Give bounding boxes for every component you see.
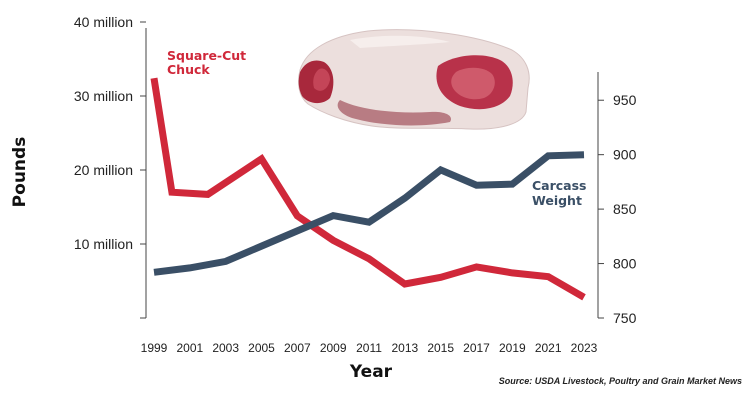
left-tick-label: 30 million [74,88,133,104]
series-label-carcass-weight: Carcass Weight [532,178,587,208]
x-tick-label: 2007 [284,341,311,355]
right-tick-label: 800 [613,256,637,272]
right-tick-label: 750 [613,310,637,326]
x-tick-label: 2023 [571,341,598,355]
x-tick-label: 2011 [356,341,382,355]
x-tick-label: 2009 [320,341,347,355]
right-tick-label: 850 [613,201,637,217]
chuck-roast-image [298,29,530,130]
y-axis-title: Pounds [10,137,30,208]
left-tick-label: 20 million [74,162,133,178]
right-y-ticks: 750 800 850 900 950 [598,92,637,326]
left-tick-label: 40 million [74,14,133,30]
left-tick-label: 10 million [74,236,133,252]
source-note: Source: USDA Livestock, Poultry and Grai… [498,376,742,386]
x-tick-label: 2001 [176,341,203,355]
x-ticks: 1999 2001 2003 2005 2007 2009 2011 2013 2015 2017… [141,341,598,355]
x-tick-label: 2013 [391,341,418,355]
x-tick-label: 2015 [427,341,454,355]
right-tick-label: 950 [613,92,637,108]
x-tick-label: 2019 [499,341,526,355]
x-axis-title: Year [349,362,393,382]
left-y-ticks: 10 million 20 million 30 million 40 million [74,14,146,319]
right-tick-label: 900 [613,147,637,163]
x-tick-label: 2017 [463,341,490,355]
x-tick-label: 2021 [535,341,562,355]
x-tick-label: 2003 [212,341,239,355]
series-label-square-cut-chuck: Square-Cut Chuck [167,48,246,77]
x-tick-label: 1999 [141,341,168,355]
series-line-carcass-weight [153,151,585,276]
series-line-square-cut-chuck [150,77,586,301]
series-layer [150,77,586,301]
x-tick-label: 2005 [248,341,275,355]
